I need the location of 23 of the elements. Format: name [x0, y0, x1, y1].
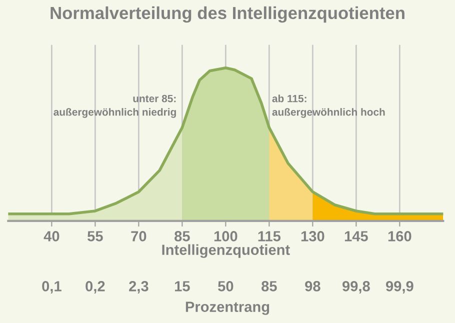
x-axis-title: Intelligenzquotient [162, 244, 290, 258]
text: 98 [305, 281, 320, 292]
chart-title: Normalverteilung des Intelligenzquotienten [50, 6, 404, 23]
x-tick-label: 130 [301, 231, 324, 242]
x-tick-label: 70 [131, 231, 146, 242]
text: 85 [262, 281, 277, 292]
x-tick-label: 160 [388, 231, 412, 242]
text: 15 [174, 281, 190, 292]
text: 50 [218, 281, 234, 292]
text: 2,3 [129, 281, 148, 294]
x-tick-label: 40 [44, 231, 60, 242]
x-tick-label: 55 [88, 231, 103, 242]
annotation: unter 85: außergewöhnlich niedrig [54, 94, 176, 118]
x-tick-label: 85 [174, 231, 190, 242]
x-tick-label: 145 [344, 231, 368, 242]
text: Prozentrang [186, 302, 270, 315]
x-tick-label: 100 [214, 231, 238, 242]
text: 0,1 [42, 281, 62, 294]
text: 99,8 [342, 281, 370, 294]
x-tick-label: 115 [258, 231, 281, 242]
text: 99,9 [386, 281, 414, 294]
text: 0,2 [86, 281, 105, 294]
annotation: ab 115: außergewöhnlich hoch [272, 94, 385, 118]
